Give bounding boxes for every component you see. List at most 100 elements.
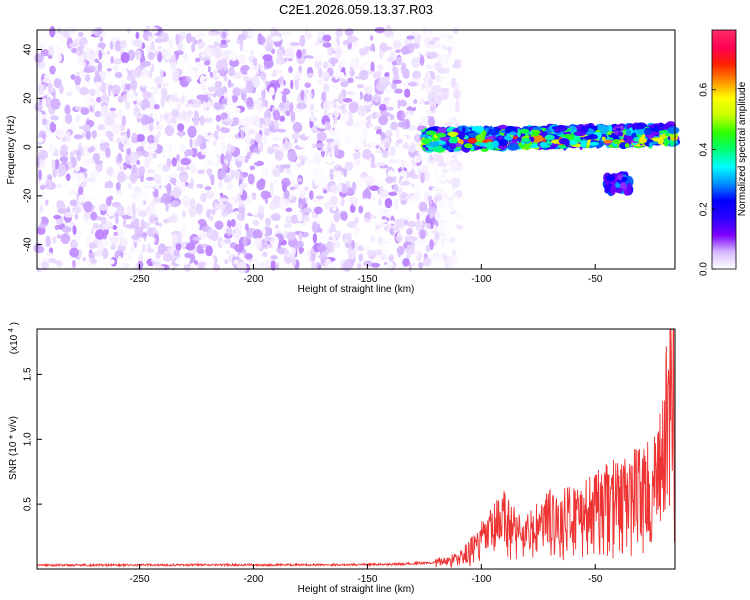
spectrogram-cell bbox=[161, 82, 169, 87]
spectrogram-cell bbox=[138, 165, 146, 176]
spectrogram-cell bbox=[325, 123, 332, 131]
spectrogram-cell bbox=[254, 133, 263, 143]
snr-x-tick-label: -250 bbox=[130, 574, 150, 585]
spectrogram-cell bbox=[286, 231, 296, 241]
spectrogram-cell bbox=[344, 28, 354, 36]
spectrogram-cell bbox=[131, 132, 138, 144]
spectrogram-cell bbox=[154, 124, 164, 130]
spectrogram-cell bbox=[314, 206, 323, 215]
spectrogram-cell bbox=[178, 58, 189, 66]
spectrogram-cell bbox=[322, 34, 332, 42]
spectrogram-cell bbox=[259, 140, 264, 152]
spectrogram-cell bbox=[110, 244, 117, 251]
spectrogram-cell bbox=[102, 248, 109, 259]
spectrogram-cell bbox=[290, 111, 296, 123]
spectrogram-cell bbox=[193, 39, 198, 45]
spectrogram-cell bbox=[181, 95, 185, 105]
spectrogram-cell bbox=[252, 219, 260, 226]
spectrogram-cell bbox=[112, 134, 118, 143]
spectrogram-cell bbox=[539, 141, 548, 148]
spectrogram-cell bbox=[358, 205, 364, 214]
spectrogram-cell bbox=[48, 45, 54, 57]
spectrogram-cell bbox=[261, 123, 266, 133]
spectrogram-cell bbox=[435, 188, 444, 195]
spectrogram-cell bbox=[387, 220, 396, 225]
spectrogram-cell bbox=[134, 114, 144, 119]
spectrogram-cell bbox=[378, 115, 389, 126]
spectrogram-cell bbox=[369, 193, 377, 197]
spectrogram-cell bbox=[212, 140, 217, 147]
spectrogram-cell bbox=[416, 212, 420, 221]
spectrogram-cell bbox=[130, 245, 136, 253]
spectrogram-cell bbox=[90, 170, 100, 179]
spectrogram-y-tick-label: -20 bbox=[23, 188, 34, 203]
spectrogram-cell bbox=[199, 115, 205, 126]
spectrogram-cell bbox=[431, 84, 442, 94]
spectrogram-cell bbox=[127, 182, 133, 190]
spectrogram-cell bbox=[329, 168, 335, 181]
spectrogram-cell bbox=[290, 42, 301, 46]
spectrogram-cell bbox=[173, 249, 180, 257]
spectrogram-cell bbox=[121, 115, 127, 127]
spectrogram-cell bbox=[173, 97, 182, 103]
spectrogram-cell bbox=[172, 232, 178, 244]
spectrogram-cell bbox=[39, 204, 44, 214]
spectrogram-cell bbox=[83, 146, 89, 157]
spectrogram-cell bbox=[300, 89, 305, 101]
spectrogram-cell bbox=[152, 197, 161, 204]
spectrogram-cell bbox=[190, 210, 195, 218]
spectrogram-cell bbox=[135, 49, 142, 61]
spectrogram-cell bbox=[272, 137, 281, 141]
spectrogram-cell bbox=[610, 184, 616, 196]
spectrogram-cell bbox=[106, 207, 116, 217]
spectrogram-cell bbox=[85, 130, 91, 140]
spectrogram-cell bbox=[172, 69, 180, 81]
spectrogram-cell bbox=[133, 100, 137, 105]
spectrogram-cell bbox=[387, 64, 393, 70]
spectrogram-cell bbox=[130, 79, 138, 91]
spectrogram-cell bbox=[393, 183, 399, 194]
spectrogram-cell bbox=[211, 156, 219, 165]
spectrogram-cell bbox=[373, 112, 380, 119]
spectrogram-cell bbox=[633, 137, 641, 142]
spectrogram-cell bbox=[430, 104, 435, 112]
colorbar-tick-label: 0.0 bbox=[699, 262, 710, 276]
spectrogram-cell bbox=[370, 262, 381, 268]
spectrogram-cell bbox=[140, 218, 145, 230]
spectrogram-cell bbox=[356, 177, 364, 189]
spectrogram-cell bbox=[580, 126, 589, 133]
spectrogram-cell bbox=[298, 184, 303, 193]
spectrogram-cell bbox=[60, 144, 69, 153]
spectrogram-cell bbox=[257, 204, 265, 215]
spectrogram-cell bbox=[258, 51, 263, 63]
spectrogram-cell bbox=[323, 189, 328, 194]
spectrogram-cell bbox=[270, 213, 281, 221]
spectrogram-cell bbox=[220, 153, 225, 165]
spectrogram-cell bbox=[110, 56, 114, 64]
spectrogram-cell bbox=[441, 45, 446, 51]
spectrogram-cell bbox=[294, 79, 299, 91]
spectrogram-cell bbox=[196, 183, 204, 189]
spectrogram-cell bbox=[163, 114, 168, 120]
spectrogram-cell bbox=[381, 219, 388, 224]
spectrogram-cell bbox=[86, 177, 96, 183]
spectrogram-cell bbox=[327, 45, 334, 56]
spectrogram-cell bbox=[164, 125, 175, 137]
spectrogram-cell bbox=[229, 196, 235, 205]
spectrogram-cell bbox=[416, 93, 422, 101]
spectrogram-cell bbox=[122, 62, 127, 72]
spectrogram-cell bbox=[395, 49, 402, 54]
spectrogram-cell bbox=[262, 54, 273, 62]
spectrogram-cell bbox=[317, 31, 324, 40]
spectrogram-cell bbox=[233, 169, 241, 181]
spectrogram-cell bbox=[296, 177, 303, 183]
spectrogram-cell bbox=[436, 153, 443, 163]
spectrogram-cell bbox=[74, 165, 81, 172]
spectrogram-cell bbox=[437, 67, 447, 74]
spectrogram-cell bbox=[413, 182, 423, 193]
spectrogram-cell bbox=[623, 134, 628, 142]
spectrogram-cell bbox=[351, 239, 355, 249]
spectrogram-cell bbox=[353, 122, 361, 130]
spectrogram-cell bbox=[186, 110, 194, 116]
